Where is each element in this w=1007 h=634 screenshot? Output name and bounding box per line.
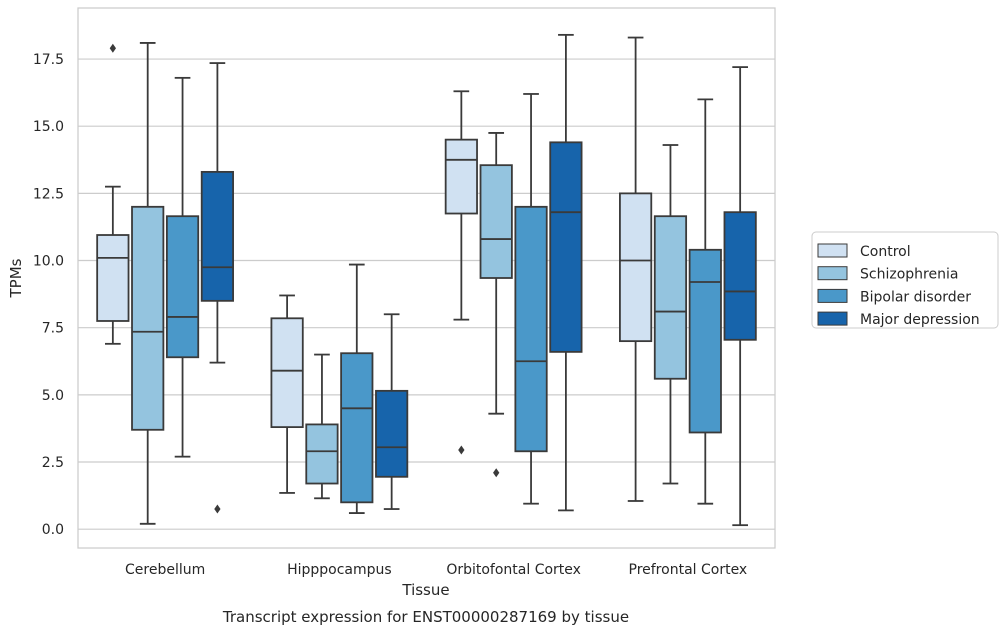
box-control <box>444 90 478 455</box>
legend: Control Schizophrenia Bipolar disorder Majo… <box>811 231 999 329</box>
y-tick-label: 2.5 <box>42 455 64 471</box>
box-iqr <box>305 423 339 485</box>
y-tick-label: 0.0 <box>42 522 64 538</box>
box-iqr <box>270 317 304 429</box>
box-iqr <box>200 170 234 302</box>
box-major-depression <box>549 33 583 512</box>
outlier-point <box>493 468 500 478</box>
box-series <box>96 33 757 527</box>
box-iqr <box>688 248 722 434</box>
y-tick-label: 10.0 <box>33 254 64 270</box>
box-iqr <box>375 389 409 478</box>
y-tick-label: 15.0 <box>33 119 64 135</box>
box-schizophrenia <box>479 132 513 478</box>
box-iqr <box>165 215 200 359</box>
y-tick-label: 5.0 <box>42 388 64 404</box>
plot-frame <box>77 7 776 549</box>
box-iqr <box>340 352 374 504</box>
x-axis-label: Tissue <box>401 581 449 599</box>
outlier-point <box>109 43 116 53</box>
legend-swatch <box>817 266 848 281</box>
box-iqr <box>723 211 757 341</box>
box-iqr <box>514 205 548 453</box>
legend-swatch <box>817 243 848 258</box>
box-control <box>619 36 653 502</box>
x-tick-label: Orbitofontal Cortex <box>446 562 581 578</box>
x-tick-label: Cerebellum <box>125 562 205 578</box>
chart-caption: Transcript expression for ENST0000028716… <box>222 608 629 626</box>
legend-label: Control <box>860 244 911 260</box>
legend-swatch <box>817 311 848 326</box>
box-iqr <box>653 215 688 380</box>
x-axis-ticks: Cerebellum Hipppocampus Orbitofontal Corte… <box>125 562 747 578</box>
box-schizophrenia <box>131 42 165 525</box>
box-bipolar-disorder <box>514 93 548 505</box>
x-tick-label: Prefrontal Cortex <box>629 562 748 578</box>
y-axis-label: TPMs <box>7 258 25 298</box>
box-iqr <box>131 205 165 431</box>
box-iqr <box>619 192 653 343</box>
box-control <box>270 294 304 494</box>
legend-swatch <box>817 288 848 303</box>
box-bipolar-disorder <box>340 263 374 514</box>
y-tick-label: 17.5 <box>33 52 64 68</box>
box-major-depression <box>200 62 234 514</box>
outlier-point <box>214 504 221 514</box>
box-major-depression <box>723 66 757 527</box>
outlier-point <box>458 445 465 455</box>
legend-label: Schizophrenia <box>860 267 958 283</box>
legend-label: Major depression <box>860 312 980 328</box>
legend-label: Bipolar disorder <box>860 289 971 305</box>
box-iqr <box>444 138 478 215</box>
y-axis-ticks: 0.0 2.5 5.0 7.5 10.0 12.5 15.0 17.5 <box>33 52 64 538</box>
box-schizophrenia <box>305 353 339 500</box>
box-bipolar-disorder <box>688 98 722 505</box>
box-schizophrenia <box>653 144 688 485</box>
y-tick-label: 12.5 <box>33 186 64 202</box>
box-iqr <box>479 164 513 279</box>
y-tick-label: 7.5 <box>42 321 64 337</box>
box-bipolar-disorder <box>165 76 200 458</box>
box-iqr <box>549 141 583 353</box>
box-control <box>96 43 130 345</box>
box-major-depression <box>375 313 409 510</box>
x-tick-label: Hipppocampus <box>287 562 392 578</box>
box-iqr <box>96 234 130 322</box>
legend-frame <box>811 231 999 329</box>
